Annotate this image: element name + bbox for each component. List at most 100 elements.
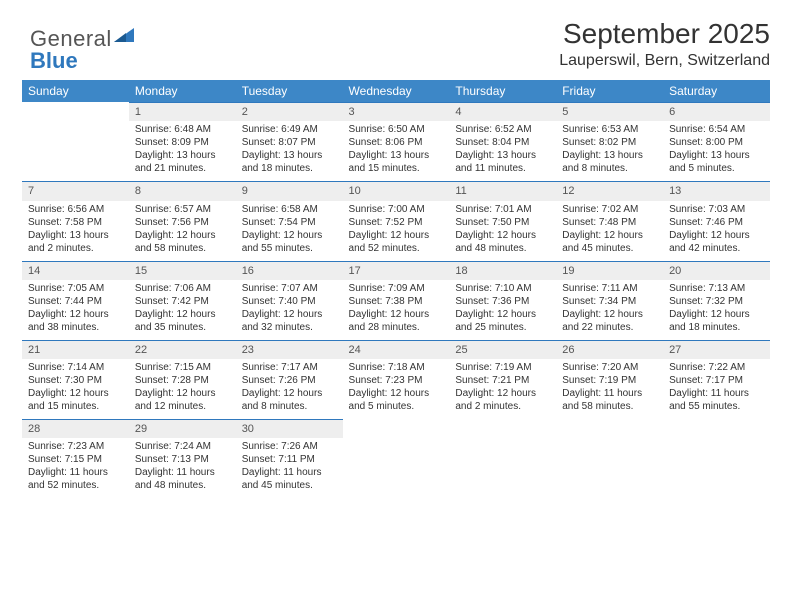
day-number: 18 <box>449 261 556 280</box>
calendar-day-cell: 7Sunrise: 6:56 AMSunset: 7:58 PMDaylight… <box>22 181 129 260</box>
sunrise-text: Sunrise: 7:22 AM <box>669 361 764 374</box>
day-number: 21 <box>22 340 129 359</box>
calendar-day-cell <box>556 419 663 498</box>
daylight-text: Daylight: 12 hours and 38 minutes. <box>28 308 123 334</box>
sunrise-text: Sunrise: 7:20 AM <box>562 361 657 374</box>
calendar-day-cell: 2Sunrise: 6:49 AMSunset: 8:07 PMDaylight… <box>236 102 343 181</box>
brand-logo: General Blue <box>30 28 134 72</box>
day-number: 12 <box>556 181 663 200</box>
day-body: Sunrise: 7:14 AMSunset: 7:30 PMDaylight:… <box>22 359 129 419</box>
sunrise-text: Sunrise: 7:05 AM <box>28 282 123 295</box>
calendar-day-cell <box>663 419 770 498</box>
calendar-header-row: SundayMondayTuesdayWednesdayThursdayFrid… <box>22 80 770 102</box>
daylight-text: Daylight: 11 hours and 45 minutes. <box>242 466 337 492</box>
calendar-day-cell: 20Sunrise: 7:13 AMSunset: 7:32 PMDayligh… <box>663 261 770 340</box>
sunrise-text: Sunrise: 6:52 AM <box>455 123 550 136</box>
sunset-text: Sunset: 7:56 PM <box>135 216 230 229</box>
calendar-day-cell: 26Sunrise: 7:20 AMSunset: 7:19 PMDayligh… <box>556 340 663 419</box>
daylight-text: Daylight: 13 hours and 2 minutes. <box>28 229 123 255</box>
day-number: 23 <box>236 340 343 359</box>
daylight-text: Daylight: 13 hours and 21 minutes. <box>135 149 230 175</box>
daylight-text: Daylight: 12 hours and 2 minutes. <box>455 387 550 413</box>
day-number: 16 <box>236 261 343 280</box>
page-header: September 2025 Lauperswil, Bern, Switzer… <box>22 18 770 70</box>
calendar-day-cell: 15Sunrise: 7:06 AMSunset: 7:42 PMDayligh… <box>129 261 236 340</box>
calendar-day-cell: 24Sunrise: 7:18 AMSunset: 7:23 PMDayligh… <box>343 340 450 419</box>
day-body: Sunrise: 6:52 AMSunset: 8:04 PMDaylight:… <box>449 121 556 181</box>
sunrise-text: Sunrise: 7:09 AM <box>349 282 444 295</box>
day-number: 1 <box>129 102 236 121</box>
sunset-text: Sunset: 8:06 PM <box>349 136 444 149</box>
day-number: 28 <box>22 419 129 438</box>
day-number: 7 <box>22 181 129 200</box>
day-body: Sunrise: 7:11 AMSunset: 7:34 PMDaylight:… <box>556 280 663 340</box>
day-number: 13 <box>663 181 770 200</box>
weekday-header: Saturday <box>663 80 770 102</box>
day-body: Sunrise: 7:06 AMSunset: 7:42 PMDaylight:… <box>129 280 236 340</box>
calendar-day-cell: 27Sunrise: 7:22 AMSunset: 7:17 PMDayligh… <box>663 340 770 419</box>
daylight-text: Daylight: 12 hours and 15 minutes. <box>28 387 123 413</box>
calendar-day-cell: 13Sunrise: 7:03 AMSunset: 7:46 PMDayligh… <box>663 181 770 260</box>
day-number: 5 <box>556 102 663 121</box>
calendar-day-cell: 5Sunrise: 6:53 AMSunset: 8:02 PMDaylight… <box>556 102 663 181</box>
daylight-text: Daylight: 12 hours and 55 minutes. <box>242 229 337 255</box>
calendar-day-cell: 18Sunrise: 7:10 AMSunset: 7:36 PMDayligh… <box>449 261 556 340</box>
daylight-text: Daylight: 12 hours and 58 minutes. <box>135 229 230 255</box>
calendar-day-cell: 23Sunrise: 7:17 AMSunset: 7:26 PMDayligh… <box>236 340 343 419</box>
weekday-header: Monday <box>129 80 236 102</box>
weekday-header: Wednesday <box>343 80 450 102</box>
sunrise-text: Sunrise: 7:19 AM <box>455 361 550 374</box>
weekday-header: Thursday <box>449 80 556 102</box>
sunrise-text: Sunrise: 7:17 AM <box>242 361 337 374</box>
day-number: 9 <box>236 181 343 200</box>
day-number: 26 <box>556 340 663 359</box>
sunset-text: Sunset: 7:38 PM <box>349 295 444 308</box>
sunrise-text: Sunrise: 6:50 AM <box>349 123 444 136</box>
sunrise-text: Sunrise: 7:03 AM <box>669 203 764 216</box>
calendar-day-cell: 28Sunrise: 7:23 AMSunset: 7:15 PMDayligh… <box>22 419 129 498</box>
day-body: Sunrise: 7:23 AMSunset: 7:15 PMDaylight:… <box>22 438 129 498</box>
day-number: 27 <box>663 340 770 359</box>
sunset-text: Sunset: 7:15 PM <box>28 453 123 466</box>
daylight-text: Daylight: 13 hours and 5 minutes. <box>669 149 764 175</box>
daylight-text: Daylight: 12 hours and 52 minutes. <box>349 229 444 255</box>
sunset-text: Sunset: 7:28 PM <box>135 374 230 387</box>
day-body: Sunrise: 7:07 AMSunset: 7:40 PMDaylight:… <box>236 280 343 340</box>
calendar-day-cell: 11Sunrise: 7:01 AMSunset: 7:50 PMDayligh… <box>449 181 556 260</box>
day-body: Sunrise: 7:20 AMSunset: 7:19 PMDaylight:… <box>556 359 663 419</box>
day-number: 19 <box>556 261 663 280</box>
month-title: September 2025 <box>22 18 770 50</box>
day-number: 17 <box>343 261 450 280</box>
sunrise-text: Sunrise: 7:06 AM <box>135 282 230 295</box>
calendar-day-cell: 4Sunrise: 6:52 AMSunset: 8:04 PMDaylight… <box>449 102 556 181</box>
sunrise-text: Sunrise: 7:11 AM <box>562 282 657 295</box>
sunset-text: Sunset: 7:19 PM <box>562 374 657 387</box>
day-body: Sunrise: 7:22 AMSunset: 7:17 PMDaylight:… <box>663 359 770 419</box>
sunrise-text: Sunrise: 7:10 AM <box>455 282 550 295</box>
day-number: 29 <box>129 419 236 438</box>
daylight-text: Daylight: 12 hours and 18 minutes. <box>669 308 764 334</box>
day-body: Sunrise: 7:05 AMSunset: 7:44 PMDaylight:… <box>22 280 129 340</box>
sunset-text: Sunset: 7:17 PM <box>669 374 764 387</box>
sunrise-text: Sunrise: 6:57 AM <box>135 203 230 216</box>
day-number: 10 <box>343 181 450 200</box>
sunrise-text: Sunrise: 7:26 AM <box>242 440 337 453</box>
sunrise-text: Sunrise: 7:07 AM <box>242 282 337 295</box>
day-number: 15 <box>129 261 236 280</box>
sunset-text: Sunset: 7:58 PM <box>28 216 123 229</box>
day-body: Sunrise: 7:03 AMSunset: 7:46 PMDaylight:… <box>663 201 770 261</box>
day-number: 14 <box>22 261 129 280</box>
calendar-day-cell: 16Sunrise: 7:07 AMSunset: 7:40 PMDayligh… <box>236 261 343 340</box>
day-number: 24 <box>343 340 450 359</box>
sunrise-text: Sunrise: 6:53 AM <box>562 123 657 136</box>
daylight-text: Daylight: 12 hours and 22 minutes. <box>562 308 657 334</box>
day-number: 8 <box>129 181 236 200</box>
daylight-text: Daylight: 13 hours and 15 minutes. <box>349 149 444 175</box>
sunset-text: Sunset: 7:50 PM <box>455 216 550 229</box>
day-number: 20 <box>663 261 770 280</box>
sunrise-text: Sunrise: 7:15 AM <box>135 361 230 374</box>
day-number: 11 <box>449 181 556 200</box>
day-body: Sunrise: 7:24 AMSunset: 7:13 PMDaylight:… <box>129 438 236 498</box>
calendar-day-cell: 29Sunrise: 7:24 AMSunset: 7:13 PMDayligh… <box>129 419 236 498</box>
calendar-week-row: 14Sunrise: 7:05 AMSunset: 7:44 PMDayligh… <box>22 261 770 340</box>
